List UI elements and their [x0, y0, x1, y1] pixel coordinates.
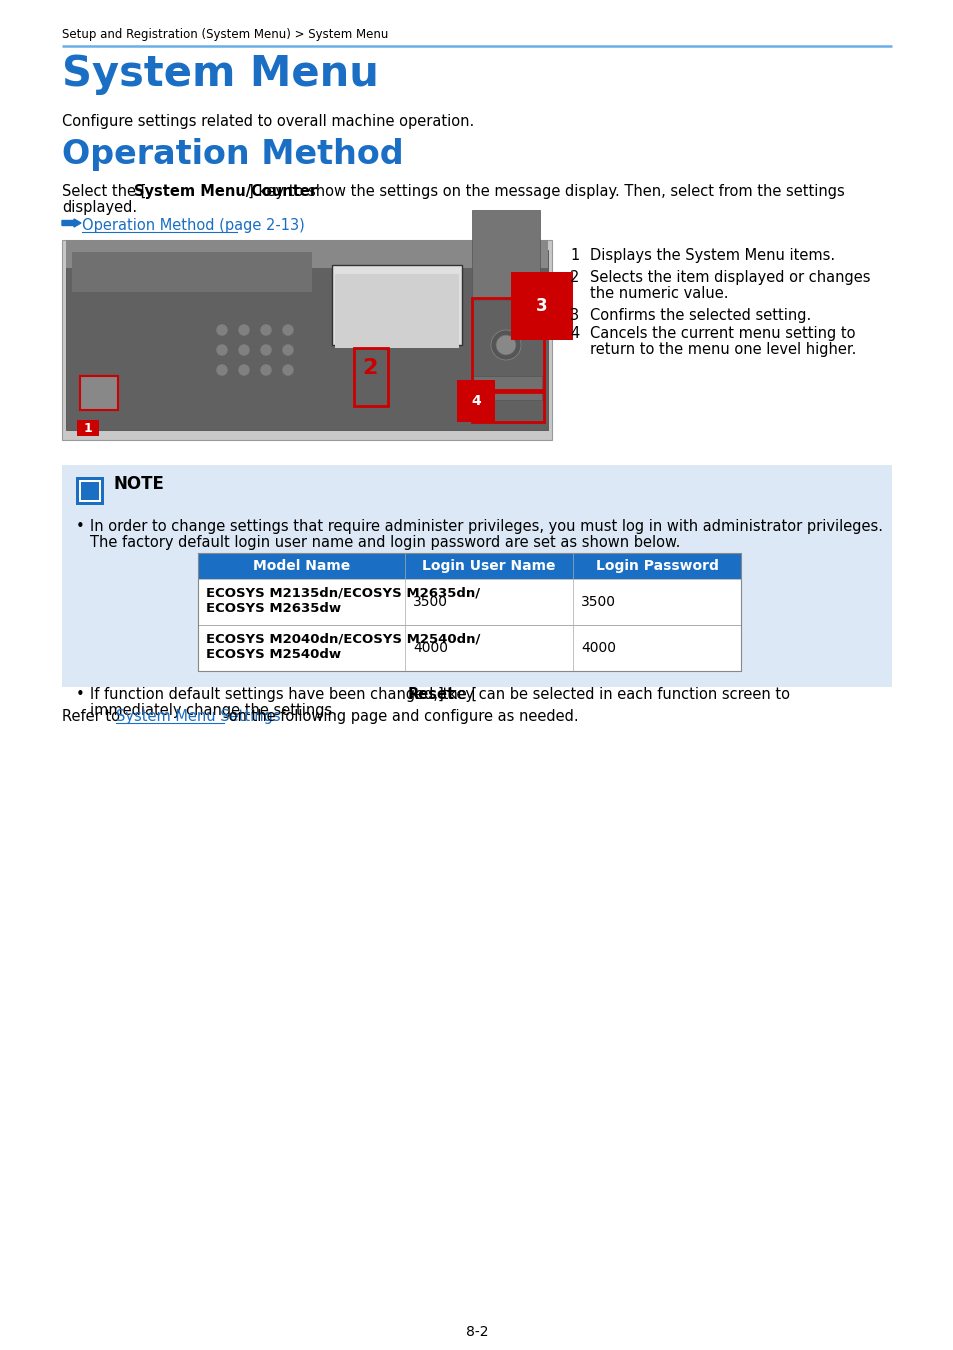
Bar — [198, 579, 740, 625]
Text: Setup and Registration (System Menu) > System Menu: Setup and Registration (System Menu) > S… — [62, 28, 388, 40]
Text: ECOSYS M2540dw: ECOSYS M2540dw — [206, 648, 341, 662]
Bar — [472, 392, 543, 423]
Text: immediately change the settings.: immediately change the settings. — [90, 703, 336, 718]
Text: If function default settings have been changed, the [: If function default settings have been c… — [90, 687, 476, 702]
Circle shape — [215, 364, 228, 377]
Text: ] key can be selected in each function screen to: ] key can be selected in each function s… — [437, 687, 789, 702]
Text: 4000: 4000 — [580, 641, 616, 655]
Text: return to the menu one level higher.: return to the menu one level higher. — [589, 342, 856, 356]
Bar — [62, 240, 552, 440]
Circle shape — [282, 364, 294, 377]
Text: ECOSYS M2040dn/ECOSYS M2540dn/: ECOSYS M2040dn/ECOSYS M2540dn/ — [206, 633, 480, 647]
Bar — [79, 481, 101, 502]
Text: 2: 2 — [569, 270, 578, 285]
Text: System Menu: System Menu — [62, 53, 378, 94]
Circle shape — [496, 335, 516, 355]
Bar — [472, 377, 541, 400]
Text: 1: 1 — [84, 421, 92, 435]
Text: Select the [System Menu/Counter] key to show the settings on the message display: Select the [System Menu/Counter] key to … — [62, 184, 905, 198]
Text: displayed.: displayed. — [62, 200, 137, 215]
Text: The factory default login user name and login password are set as shown below.: The factory default login user name and … — [90, 535, 679, 549]
Bar — [77, 420, 99, 436]
Text: System Menu Settings: System Menu Settings — [116, 709, 280, 724]
Circle shape — [237, 344, 250, 356]
Text: 4000: 4000 — [413, 641, 448, 655]
Text: Operation Method: Operation Method — [62, 138, 403, 171]
Text: Login Password: Login Password — [595, 559, 718, 572]
Bar — [71, 252, 312, 292]
Circle shape — [215, 344, 228, 356]
Bar — [472, 298, 543, 390]
Text: 4: 4 — [471, 394, 480, 408]
Text: 3500: 3500 — [580, 595, 616, 609]
Text: Operation Method (page 2-13): Operation Method (page 2-13) — [82, 217, 304, 234]
Text: NOTE: NOTE — [113, 475, 165, 493]
Bar — [62, 464, 891, 687]
Bar — [66, 250, 547, 431]
Text: 8-2: 8-2 — [465, 1324, 488, 1339]
Bar — [80, 377, 118, 410]
Bar — [198, 625, 740, 671]
Text: ECOSYS M2635dw: ECOSYS M2635dw — [206, 602, 341, 616]
Text: Login User Name: Login User Name — [422, 559, 556, 572]
FancyArrow shape — [62, 219, 81, 227]
Text: on the following page and configure as needed.: on the following page and configure as n… — [224, 709, 578, 724]
Bar — [354, 348, 388, 406]
Text: Cancels the current menu setting to: Cancels the current menu setting to — [589, 325, 855, 342]
Text: ECOSYS M2135dn/ECOSYS M2635dn/: ECOSYS M2135dn/ECOSYS M2635dn/ — [206, 587, 479, 599]
Bar — [335, 274, 458, 348]
Circle shape — [260, 364, 272, 377]
Circle shape — [237, 364, 250, 377]
Text: Model Name: Model Name — [253, 559, 350, 572]
Text: 4: 4 — [569, 325, 578, 342]
Text: •: • — [76, 687, 85, 702]
Circle shape — [282, 344, 294, 356]
Text: 3: 3 — [536, 297, 547, 315]
Bar — [472, 211, 539, 300]
Text: 3500: 3500 — [413, 595, 448, 609]
Circle shape — [491, 329, 520, 360]
Circle shape — [237, 324, 250, 336]
Text: Displays the System Menu items.: Displays the System Menu items. — [589, 248, 834, 263]
Text: Reset: Reset — [408, 687, 455, 702]
Bar — [198, 554, 740, 579]
Bar — [332, 265, 461, 346]
Circle shape — [282, 324, 294, 336]
Text: 3: 3 — [569, 308, 578, 323]
Text: 2: 2 — [362, 358, 377, 378]
Text: System Menu/Counter: System Menu/Counter — [133, 184, 316, 198]
Circle shape — [260, 344, 272, 356]
Text: Select the [: Select the [ — [62, 184, 146, 198]
Text: the numeric value.: the numeric value. — [589, 286, 728, 301]
Bar — [66, 240, 547, 269]
Circle shape — [260, 324, 272, 336]
Text: 1: 1 — [569, 248, 578, 263]
Text: ] key to show the settings on the message display. Then, select from the setting: ] key to show the settings on the messag… — [248, 184, 843, 198]
Bar — [81, 482, 99, 500]
Bar — [76, 477, 104, 505]
Circle shape — [215, 324, 228, 336]
Text: Refer to: Refer to — [62, 709, 125, 724]
Text: Selects the item displayed or changes: Selects the item displayed or changes — [589, 270, 869, 285]
Text: •: • — [76, 518, 85, 535]
Text: Confirms the selected setting.: Confirms the selected setting. — [589, 308, 810, 323]
Text: In order to change settings that require administer privileges, you must log in : In order to change settings that require… — [90, 518, 882, 535]
Text: Configure settings related to overall machine operation.: Configure settings related to overall ma… — [62, 113, 474, 130]
